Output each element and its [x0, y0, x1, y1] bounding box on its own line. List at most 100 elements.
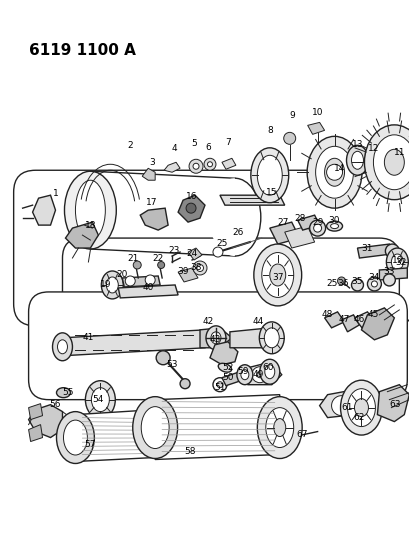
Circle shape: [196, 264, 203, 271]
Text: 52: 52: [222, 363, 233, 372]
Circle shape: [145, 275, 155, 285]
Text: 53: 53: [166, 360, 178, 369]
Text: 32: 32: [395, 257, 406, 266]
Text: 42: 42: [202, 317, 213, 326]
Ellipse shape: [347, 389, 375, 426]
Text: 19: 19: [99, 280, 111, 289]
Circle shape: [207, 162, 212, 167]
Text: 11: 11: [393, 148, 404, 157]
Polygon shape: [357, 244, 391, 258]
Ellipse shape: [106, 277, 118, 293]
Circle shape: [382, 274, 394, 286]
Ellipse shape: [326, 221, 342, 231]
Text: 6119 1100 A: 6119 1100 A: [29, 43, 135, 58]
Text: 50: 50: [222, 373, 233, 382]
Polygon shape: [221, 372, 243, 386]
Ellipse shape: [64, 171, 116, 249]
Ellipse shape: [364, 143, 382, 168]
Ellipse shape: [101, 271, 123, 299]
Text: 38: 38: [190, 263, 201, 272]
Ellipse shape: [369, 148, 378, 162]
Ellipse shape: [258, 322, 283, 354]
Circle shape: [282, 433, 292, 443]
Text: 35: 35: [351, 278, 362, 286]
Polygon shape: [341, 315, 359, 332]
Text: 34: 34: [368, 273, 379, 282]
Text: 26: 26: [231, 228, 243, 237]
Circle shape: [309, 220, 325, 236]
Circle shape: [204, 158, 216, 170]
Text: 27: 27: [276, 217, 288, 227]
Polygon shape: [378, 268, 406, 280]
Ellipse shape: [306, 136, 361, 208]
Polygon shape: [188, 248, 202, 260]
Polygon shape: [118, 285, 178, 298]
Text: 25: 25: [325, 279, 337, 288]
Text: 57: 57: [84, 440, 96, 449]
Polygon shape: [178, 195, 204, 222]
Polygon shape: [237, 362, 281, 385]
Circle shape: [256, 372, 262, 378]
Text: 21: 21: [127, 254, 139, 263]
Polygon shape: [209, 342, 237, 365]
Text: 36: 36: [337, 279, 348, 288]
Polygon shape: [122, 276, 160, 287]
Text: 9: 9: [289, 111, 295, 120]
Text: 16: 16: [186, 192, 197, 201]
Polygon shape: [155, 394, 279, 459]
Polygon shape: [62, 330, 204, 356]
Ellipse shape: [373, 135, 409, 190]
Text: 20: 20: [116, 270, 128, 279]
Ellipse shape: [269, 264, 285, 286]
Polygon shape: [29, 425, 43, 441]
Ellipse shape: [52, 333, 72, 361]
Circle shape: [313, 224, 321, 232]
Text: 39: 39: [177, 268, 189, 277]
Circle shape: [193, 261, 207, 275]
Circle shape: [371, 281, 377, 287]
Text: 61: 61: [341, 403, 353, 412]
Text: 56: 56: [49, 400, 61, 409]
Circle shape: [337, 277, 345, 285]
Ellipse shape: [354, 399, 368, 417]
Text: 30: 30: [327, 216, 339, 224]
Text: 10: 10: [311, 108, 323, 117]
Ellipse shape: [330, 224, 338, 229]
Text: 54: 54: [92, 395, 104, 404]
Ellipse shape: [63, 420, 87, 455]
Text: 33: 33: [383, 268, 394, 277]
Ellipse shape: [324, 158, 344, 186]
Circle shape: [283, 132, 295, 144]
Circle shape: [212, 247, 222, 257]
Text: 31: 31: [361, 244, 372, 253]
Ellipse shape: [265, 408, 293, 448]
Text: 19: 19: [391, 255, 402, 264]
Text: 43: 43: [209, 335, 220, 344]
Polygon shape: [324, 312, 344, 328]
Ellipse shape: [264, 365, 274, 379]
Ellipse shape: [85, 381, 115, 418]
Text: 14: 14: [333, 164, 344, 173]
Text: 67: 67: [295, 430, 307, 439]
Circle shape: [331, 395, 351, 416]
Ellipse shape: [236, 365, 252, 385]
Ellipse shape: [257, 397, 301, 458]
Text: 29: 29: [311, 217, 323, 227]
Text: 41: 41: [83, 333, 94, 342]
Polygon shape: [219, 195, 284, 205]
Ellipse shape: [211, 332, 220, 344]
Ellipse shape: [346, 146, 368, 175]
Circle shape: [366, 277, 380, 291]
Ellipse shape: [250, 148, 288, 203]
Text: 12: 12: [367, 144, 378, 153]
Ellipse shape: [240, 370, 248, 379]
Text: 49: 49: [252, 370, 263, 379]
Text: 59: 59: [236, 367, 248, 376]
Ellipse shape: [56, 387, 70, 398]
Text: 6: 6: [204, 143, 210, 152]
Circle shape: [157, 262, 164, 269]
Text: 5: 5: [191, 139, 196, 148]
Text: 4: 4: [171, 144, 177, 153]
Circle shape: [216, 382, 222, 387]
Ellipse shape: [315, 147, 353, 198]
